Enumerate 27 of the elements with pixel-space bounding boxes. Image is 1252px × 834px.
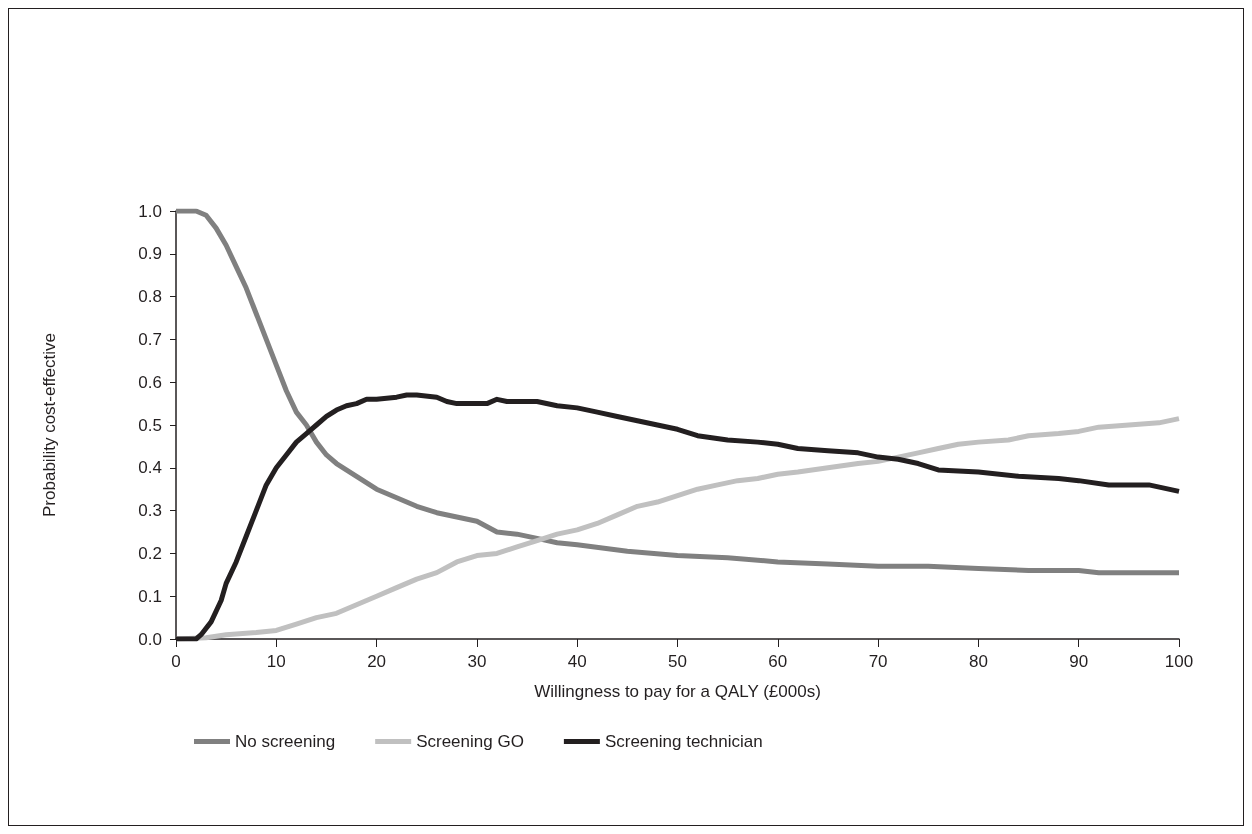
legend-label: Screening GO (416, 732, 524, 751)
y-tick-label: 0.8 (138, 287, 162, 307)
x-tick-label: 60 (768, 652, 788, 671)
x-tick-label: 100 (1164, 652, 1194, 671)
y-tick-label: 0.2 (138, 543, 162, 563)
x-tick-label: 70 (868, 652, 888, 671)
x-tick-label: 90 (1069, 652, 1089, 671)
x-tick-label: 80 (968, 652, 988, 671)
y-tick-label: 0.5 (138, 415, 162, 435)
y-tick-label: 0.6 (138, 372, 162, 392)
legend-label: Screening technician (604, 732, 763, 751)
y-tick-label: 1.0 (138, 201, 162, 221)
y-tick-label: 0.9 (138, 244, 162, 264)
x-tick-label: 30 (467, 652, 487, 671)
x-tick-label: 50 (668, 652, 687, 671)
x-axis-title: Willingness to pay for a QALY (£000s) (534, 682, 821, 701)
y-tick-label: 0.4 (138, 458, 162, 478)
x-tick-label: 0 (171, 652, 181, 671)
legend-label: No screening (235, 732, 336, 751)
y-tick-label: 0.0 (138, 629, 162, 649)
y-axis-title: Probability cost-effective (40, 333, 59, 517)
x-tick-label: 20 (367, 652, 387, 671)
y-tick-label: 0.7 (138, 329, 162, 349)
y-tick-label: 0.1 (138, 586, 162, 606)
x-tick-label: 40 (567, 652, 587, 671)
y-tick-label: 0.3 (138, 501, 162, 521)
x-tick-label: 10 (266, 652, 286, 671)
